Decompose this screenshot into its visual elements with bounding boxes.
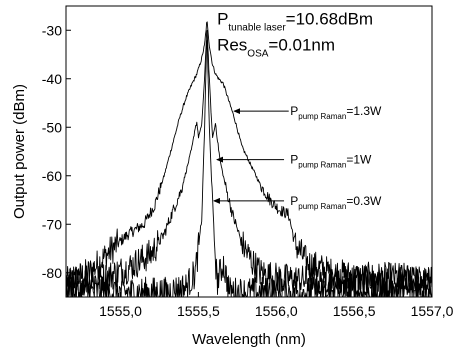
annotation-pump-power: Ppump Raman=1.3W bbox=[290, 104, 382, 121]
x-axis-label: Wavelength (nm) bbox=[192, 331, 306, 348]
annotation-layer: Ptunable laser=10.68dBm ResOSA=0.01nm Ppum… bbox=[212, 9, 382, 211]
y-tick-label: -70 bbox=[42, 216, 62, 232]
annotation-resolution: ResOSA=0.01nm bbox=[217, 36, 335, 60]
x-tick-label: 1556,5 bbox=[333, 303, 376, 319]
y-tick-label: -60 bbox=[42, 168, 62, 184]
plot-frame bbox=[65, 5, 433, 298]
y-tick-label: -40 bbox=[42, 71, 62, 87]
x-tick-label: 1555,0 bbox=[99, 303, 142, 319]
series-line-1 bbox=[65, 21, 433, 296]
annotation-pump-power: Ppump Raman=0.3W bbox=[290, 194, 382, 211]
y-axis-label: Output power (dBm) bbox=[11, 84, 28, 219]
annotation-laser-power: Ptunable laser=10.68dBm bbox=[217, 9, 373, 33]
y-tick-label: -80 bbox=[42, 265, 62, 281]
y-tick-label: -50 bbox=[42, 119, 62, 135]
series-line-2 bbox=[65, 29, 433, 298]
y-tick-label: -30 bbox=[42, 22, 62, 38]
x-tick-label: 1557,0 bbox=[411, 303, 454, 319]
x-tick-label: 1555,5 bbox=[177, 303, 220, 319]
x-tick-label: 1556,0 bbox=[255, 303, 298, 319]
annotation-pump-power: Ppump Raman=1W bbox=[290, 153, 372, 170]
ticks-layer: 1555,0 1555,5 1556,0 1556,5 1557,0 -30 -40 -50 -… bbox=[42, 22, 454, 319]
series-line-3 bbox=[65, 39, 432, 298]
